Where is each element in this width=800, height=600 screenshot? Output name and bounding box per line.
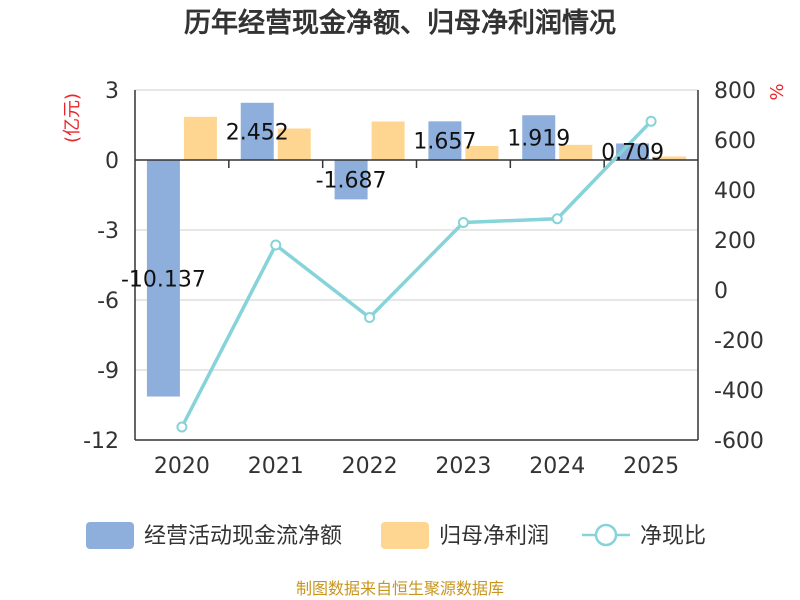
legend-label: 经营活动现金流净额 (144, 524, 342, 549)
bar-operating-cash-flow (146, 160, 180, 397)
ratio-point (176, 421, 188, 433)
bar-net-profit (371, 121, 405, 160)
bar-net-profit (277, 128, 311, 160)
bar-operating-cash-flow (522, 115, 556, 160)
bar-net-profit (653, 156, 687, 160)
line-layer (176, 115, 657, 433)
x-tick-label: 2023 (435, 454, 491, 479)
legend-swatch (86, 522, 134, 549)
left-tick-label: 0 (105, 149, 119, 174)
right-tick-label: 0 (714, 279, 728, 304)
chart-title: 历年经营现金净额、归母净利润情况 (184, 7, 616, 39)
source-note: 制图数据来自恒生聚源数据库 (296, 579, 504, 598)
bar-data-label: -10.137 (121, 267, 206, 292)
left-tick-label: 3 (105, 79, 119, 104)
bar-operating-cash-flow (334, 160, 368, 200)
ratio-point (645, 115, 657, 127)
ratio-line (180, 120, 653, 428)
right-axis-unit: % (767, 83, 788, 100)
right-tick-label: 600 (714, 129, 756, 154)
x-tick-label: 2021 (248, 454, 304, 479)
right-tick-label: -600 (714, 429, 764, 454)
bar-net-profit (465, 146, 499, 160)
left-tick-label: -9 (97, 359, 119, 384)
ratio-point (551, 213, 563, 225)
bar-data-label: 2.452 (226, 120, 289, 145)
bar-layer (146, 102, 687, 397)
bar-net-profit (183, 116, 217, 160)
bar-data-label: 1.919 (507, 127, 570, 152)
right-tick-label: -200 (714, 329, 764, 354)
left-tick-label: -3 (97, 219, 119, 244)
ratio-point (270, 239, 282, 251)
left-tick-label: -12 (83, 429, 119, 454)
legend: 经营活动现金流净额 归母净利润 净现比 (86, 522, 706, 549)
right-tick-label: 800 (714, 79, 756, 104)
x-tick-label: 2020 (154, 454, 210, 479)
legend-label: 归母净利润 (439, 524, 549, 549)
left-tick-label: -6 (97, 289, 119, 314)
bar-data-label: 0.709 (601, 141, 664, 166)
legend-marker (594, 523, 618, 547)
x-tick-label: 2022 (342, 454, 398, 479)
legend-swatch (381, 522, 429, 549)
legend-label: 净现比 (640, 524, 706, 549)
x-tick-label: 2025 (623, 454, 679, 479)
bar-data-label: 1.657 (413, 130, 476, 155)
left-axis-unit: (亿元) (62, 93, 83, 143)
right-tick-label: -400 (714, 379, 764, 404)
bar-data-label: -1.687 (316, 168, 387, 193)
x-tick-label: 2024 (529, 454, 585, 479)
data-label-layer: -10.137 2.452 -1.687 1.657 1.919 0.709 (121, 120, 664, 292)
axes: 3 0 -3 -6 -9 -12 800 600 400 200 0 -200 -400 -600 (亿元)… (62, 79, 788, 479)
right-tick-label: 200 (714, 229, 756, 254)
bar-operating-cash-flow (240, 102, 274, 160)
ratio-point (364, 312, 376, 323)
bar-operating-cash-flow (428, 121, 462, 160)
right-tick-label: 400 (714, 179, 756, 204)
ratio-point (457, 217, 469, 228)
bar-net-profit (559, 144, 593, 160)
